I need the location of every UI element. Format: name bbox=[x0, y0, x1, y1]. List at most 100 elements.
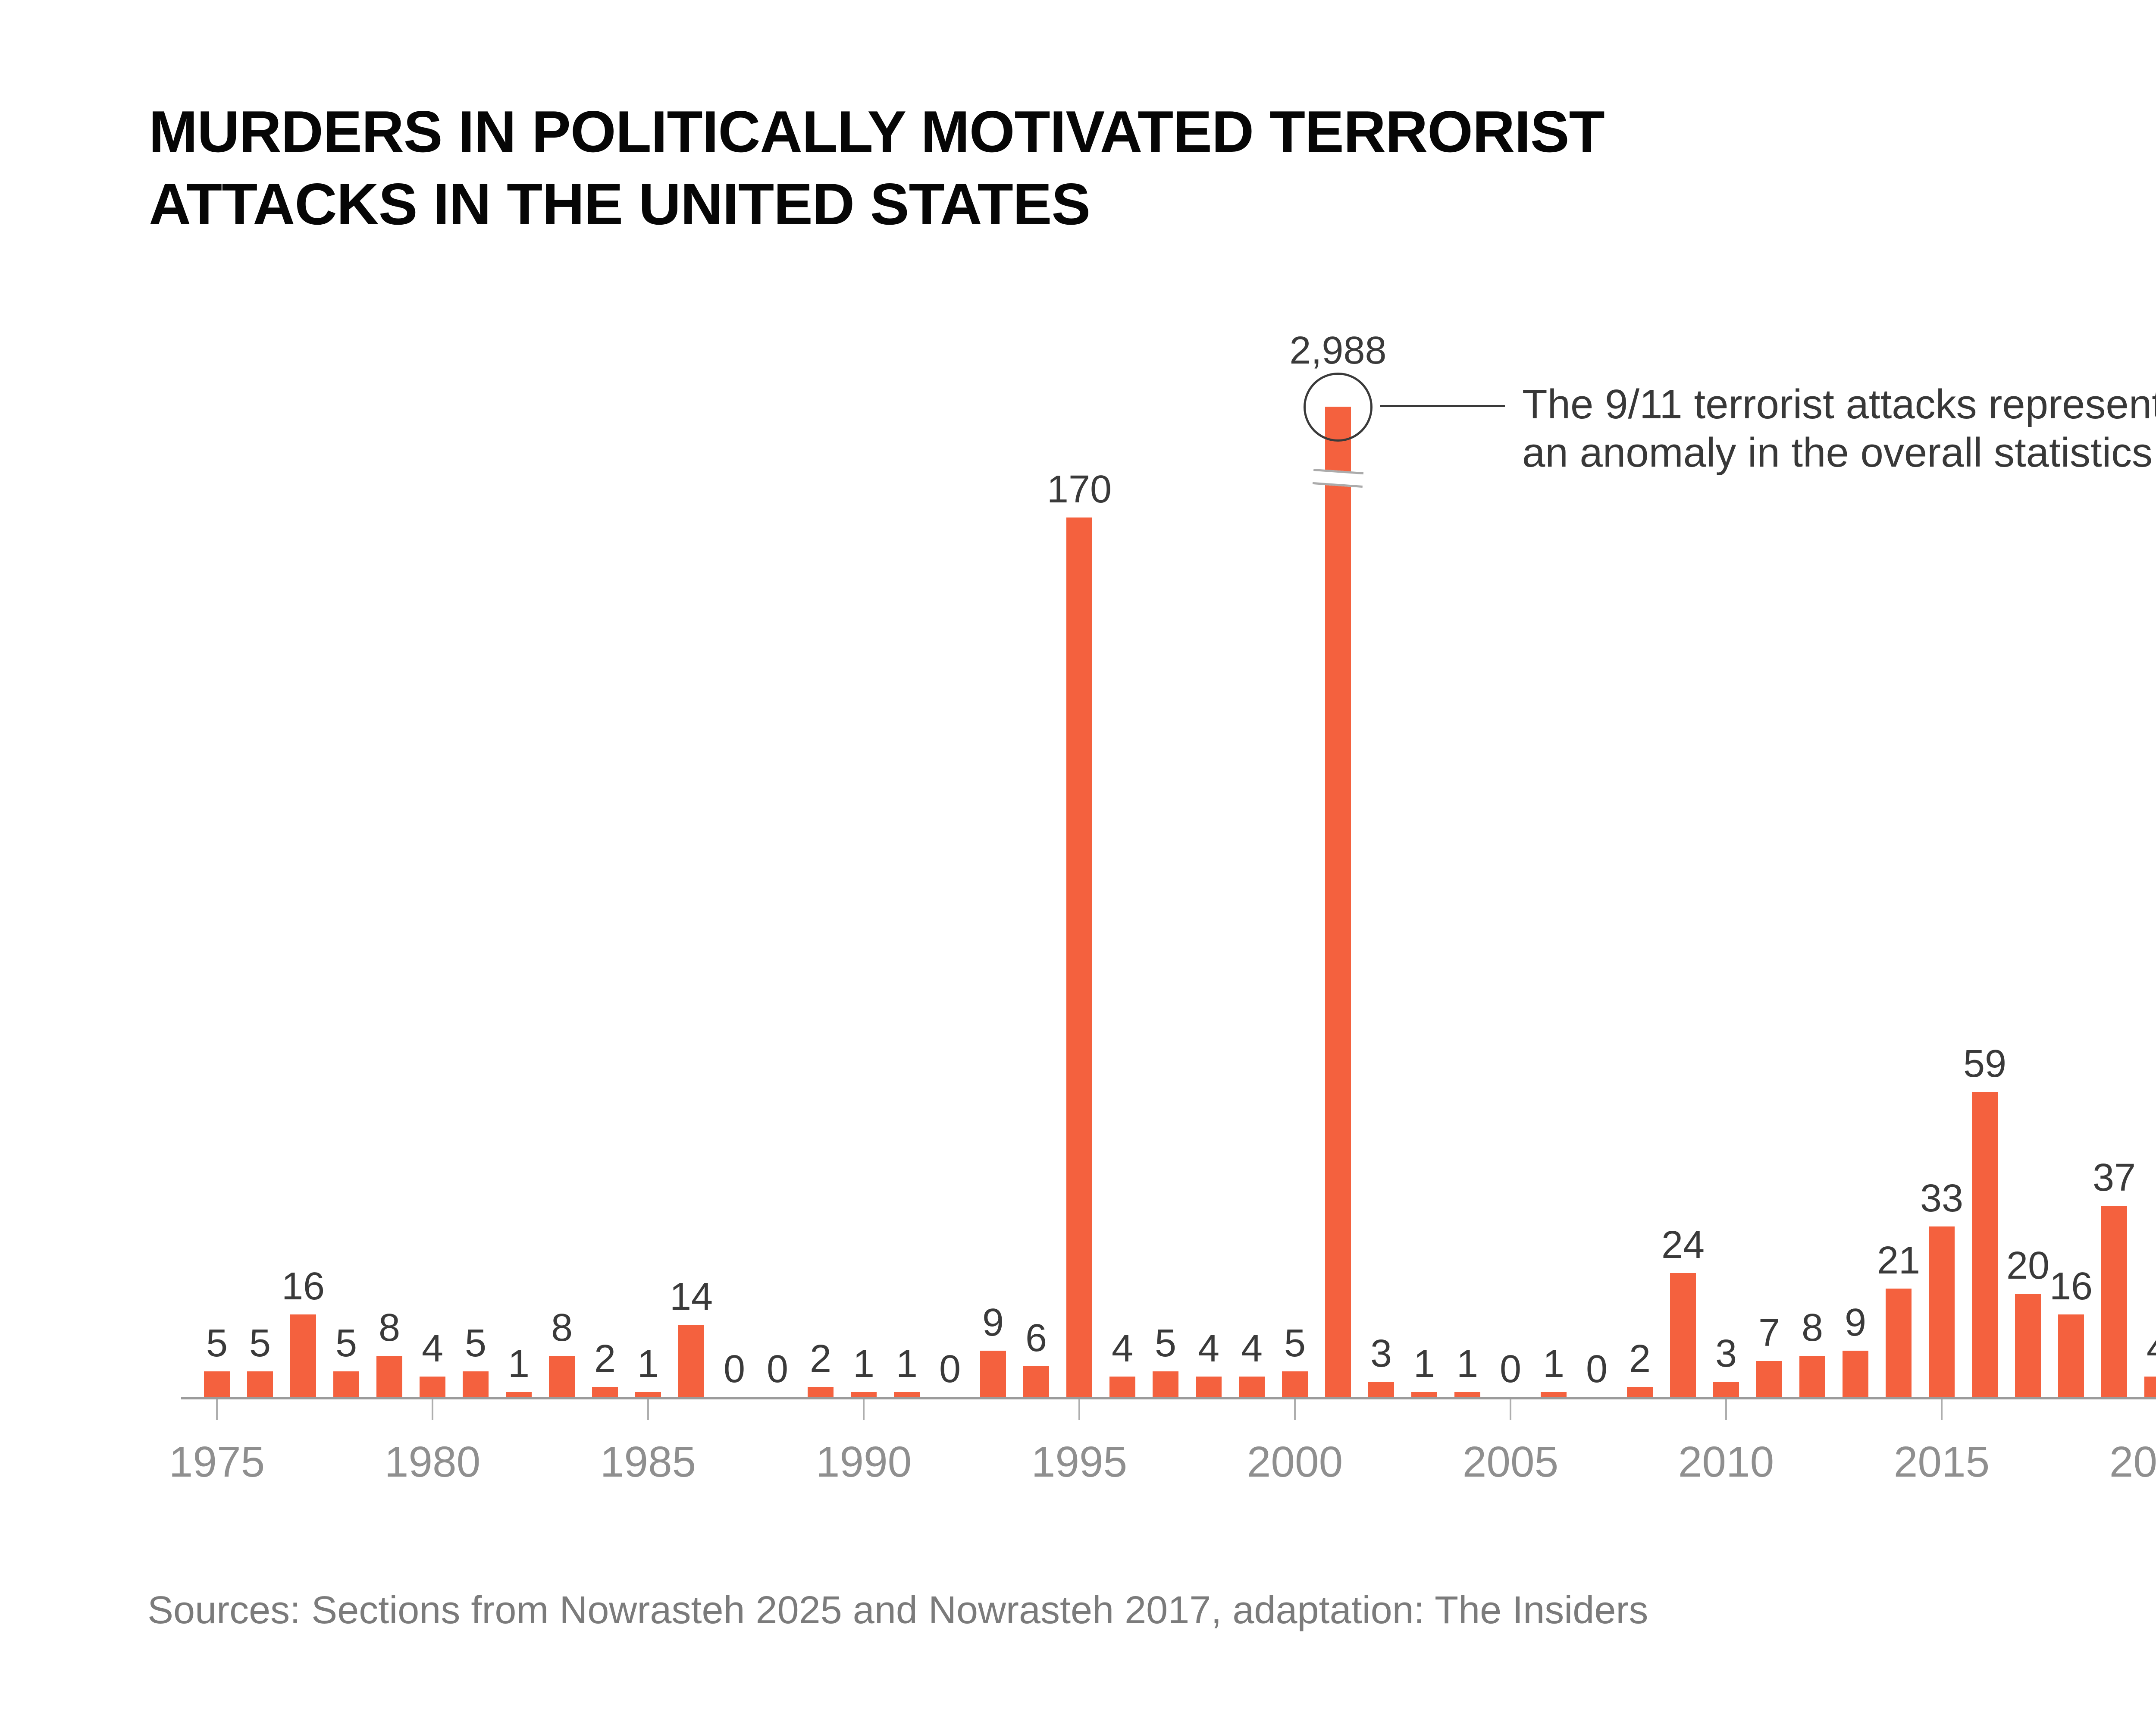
page-title: MURDERS IN POLITICALLY MOTIVATED TERRORI… bbox=[149, 95, 1605, 240]
bar-value-label-1979: 8 bbox=[378, 1306, 401, 1349]
x-axis-tick-1975 bbox=[216, 1399, 218, 1420]
bar-value-label-1977: 16 bbox=[281, 1265, 325, 1308]
bar-value-label-1995: 170 bbox=[1047, 468, 1112, 511]
bar-value-label-1997: 5 bbox=[1154, 1322, 1177, 1365]
bar-1994 bbox=[1023, 1366, 1049, 1397]
bar-value-label-1986: 14 bbox=[669, 1275, 713, 1318]
x-axis-tick-2005 bbox=[1510, 1399, 1511, 1420]
bar-value-label-2021: 13 bbox=[2131, 1283, 2156, 1321]
annotation-leader-line bbox=[1380, 405, 1505, 407]
bar-1976 bbox=[247, 1371, 273, 1397]
bar-1977 bbox=[290, 1314, 316, 1397]
bar-value-label-1988: 0 bbox=[766, 1348, 789, 1391]
bar-2003 bbox=[1411, 1392, 1437, 1397]
bar-value-label-2007: 0 bbox=[1586, 1348, 1608, 1391]
bar-1978 bbox=[333, 1371, 359, 1397]
bar-1983 bbox=[549, 1356, 575, 1397]
x-axis-label-2020: 2020 bbox=[2109, 1438, 2156, 1486]
bar-value-label-2014: 21 bbox=[1877, 1239, 1921, 1282]
bar-1990 bbox=[851, 1392, 877, 1397]
x-axis-label-1995: 1995 bbox=[1031, 1438, 1128, 1486]
bar-2016 bbox=[1972, 1092, 1998, 1397]
bar-1999 bbox=[1239, 1377, 1265, 1397]
bar-2015 bbox=[1929, 1226, 1955, 1397]
bar-1982 bbox=[506, 1392, 532, 1397]
x-axis-tick-2010 bbox=[1725, 1399, 1727, 1420]
bar-value-label-1982: 1 bbox=[508, 1342, 530, 1386]
bar-value-label-2016: 59 bbox=[1963, 1042, 2007, 1085]
bar-value-label-2010: 3 bbox=[1715, 1332, 1737, 1375]
bar-2010 bbox=[1713, 1382, 1739, 1397]
bar-value-label-1981: 5 bbox=[464, 1322, 487, 1365]
bar-value-label-2011: 7 bbox=[1758, 1311, 1780, 1355]
bar-value-label-1991: 1 bbox=[896, 1342, 918, 1386]
x-axis-label-2010: 2010 bbox=[1678, 1438, 1774, 1486]
bar-2012 bbox=[1799, 1356, 1825, 1397]
bar-1993 bbox=[980, 1351, 1006, 1397]
bar-value-label-1980: 4 bbox=[421, 1327, 444, 1370]
bar-value-label-2020: 4 bbox=[2088, 1329, 2156, 1368]
bar-value-label-1975: 5 bbox=[206, 1322, 228, 1365]
x-axis-label-1985: 1985 bbox=[600, 1438, 696, 1486]
x-axis-tick-1995 bbox=[1078, 1399, 1080, 1420]
bar-2008 bbox=[1627, 1387, 1653, 1397]
annotation-circle bbox=[1304, 373, 1373, 442]
bar-value-label-2015: 33 bbox=[1920, 1177, 1964, 1220]
bar-value-label-2000: 5 bbox=[1284, 1322, 1306, 1365]
bar-2001 bbox=[1325, 407, 1351, 1397]
x-axis-tick-2000 bbox=[1294, 1399, 1296, 1420]
bar-1979 bbox=[376, 1356, 402, 1397]
bar-value-label-1983: 8 bbox=[551, 1306, 573, 1349]
axis-break-marks bbox=[1312, 468, 1364, 488]
bar-1998 bbox=[1196, 1377, 1222, 1397]
bar-2000 bbox=[1282, 1371, 1308, 1397]
bar-2020 bbox=[2144, 1377, 2156, 1397]
annotation-text-line-1: The 9/11 terrorist attacks represent bbox=[1522, 381, 2156, 427]
bar-value-label-1976: 5 bbox=[249, 1322, 271, 1365]
bar-value-label-2012: 8 bbox=[1801, 1306, 1824, 1349]
bar-value-label-2009: 24 bbox=[1661, 1223, 1705, 1267]
bar-value-label-2017: 20 bbox=[2006, 1244, 2050, 1287]
page-title-line-1: MURDERS IN POLITICALLY MOTIVATED TERRORI… bbox=[149, 99, 1605, 164]
bar-1980 bbox=[420, 1377, 445, 1397]
bar-value-label-2019: 37 bbox=[2092, 1156, 2136, 1199]
bar-value-label-1994: 6 bbox=[1025, 1317, 1047, 1360]
bar-value-label-2002: 3 bbox=[1370, 1332, 1392, 1375]
bar-value-label-2013: 9 bbox=[1844, 1301, 1867, 1344]
bar-1991 bbox=[894, 1392, 920, 1397]
bar-value-label-2018: 16 bbox=[2049, 1265, 2093, 1308]
bar-value-label-2003: 1 bbox=[1413, 1342, 1435, 1386]
bar-1997 bbox=[1153, 1371, 1178, 1397]
bar-value-label-2001: 2,988 bbox=[1289, 329, 1387, 372]
bar-value-label-1990: 1 bbox=[852, 1342, 875, 1386]
x-axis-tick-1980 bbox=[432, 1399, 433, 1420]
x-axis-line bbox=[181, 1397, 2156, 1399]
x-axis-tick-1990 bbox=[863, 1399, 865, 1420]
bar-2017 bbox=[2015, 1294, 2041, 1397]
bar-2014 bbox=[1886, 1289, 1912, 1397]
bar-value-label-1998: 4 bbox=[1197, 1327, 1220, 1370]
bar-2013 bbox=[1843, 1351, 1868, 1397]
bar-value-label-2006: 1 bbox=[1542, 1342, 1565, 1386]
bar-value-label-1985: 1 bbox=[637, 1342, 659, 1386]
bar-1989 bbox=[808, 1387, 834, 1397]
x-axis-tick-2015 bbox=[1941, 1399, 1943, 1420]
bar-1986 bbox=[678, 1325, 704, 1397]
bar-value-label-2005: 0 bbox=[1499, 1348, 1522, 1391]
bar-value-label-1984: 2 bbox=[594, 1337, 616, 1380]
x-axis-label-1980: 1980 bbox=[384, 1438, 481, 1486]
bar-2002 bbox=[1368, 1382, 1394, 1397]
bar-1981 bbox=[463, 1371, 489, 1397]
bar-value-label-2004: 1 bbox=[1456, 1342, 1479, 1386]
bar-2018 bbox=[2058, 1314, 2084, 1397]
page-title-line-2: ATTACKS IN THE UNITED STATES bbox=[149, 171, 1091, 237]
bar-2004 bbox=[1454, 1392, 1480, 1397]
x-axis-label-2015: 2015 bbox=[1893, 1438, 1990, 1486]
bar-2006 bbox=[1541, 1392, 1567, 1397]
bar-value-label-1993: 9 bbox=[982, 1301, 1004, 1344]
bar-value-label-1978: 5 bbox=[335, 1322, 357, 1365]
bar-value-label-1999: 4 bbox=[1241, 1327, 1263, 1370]
x-axis-label-2000: 2000 bbox=[1247, 1438, 1343, 1486]
x-axis-label-1990: 1990 bbox=[815, 1438, 912, 1486]
